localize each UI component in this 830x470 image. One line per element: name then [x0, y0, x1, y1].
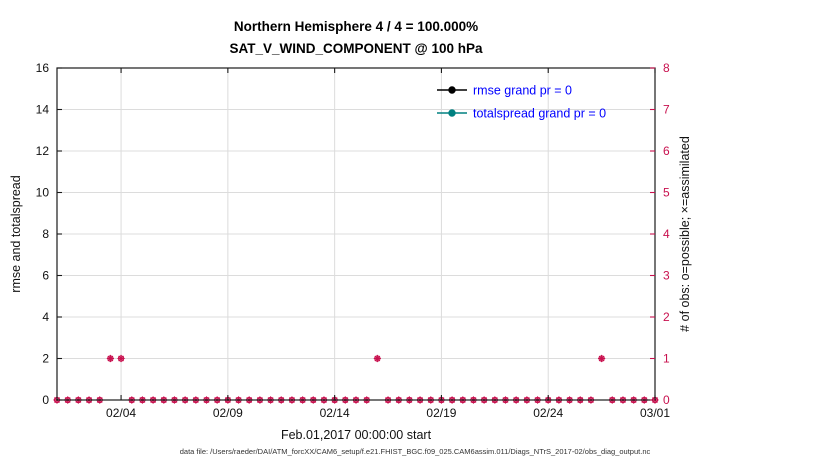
svg-text:8: 8 — [663, 61, 670, 75]
svg-text:14: 14 — [36, 103, 50, 117]
svg-text:6: 6 — [42, 269, 49, 283]
svg-text:totalspread grand pr = 0: totalspread grand pr = 0 — [473, 107, 606, 121]
svg-text:12: 12 — [36, 144, 50, 158]
svg-text:0: 0 — [42, 393, 49, 407]
x-axis-label: Feb.01,2017 00:00:00 start — [281, 428, 432, 442]
svg-text:02/24: 02/24 — [533, 406, 563, 420]
svg-text:8: 8 — [42, 227, 49, 241]
left-y-axis-label: rmse and totalspread — [9, 175, 23, 292]
svg-text:02/19: 02/19 — [426, 406, 456, 420]
svg-text:1: 1 — [663, 352, 670, 366]
svg-text:2: 2 — [42, 352, 49, 366]
svg-text:4: 4 — [663, 227, 670, 241]
svg-text:16: 16 — [36, 61, 50, 75]
data-markers — [53, 354, 659, 404]
svg-text:02/14: 02/14 — [320, 406, 350, 420]
svg-text:5: 5 — [663, 186, 670, 200]
axis-labels: Feb.01,2017 00:00:00 start rmse and total… — [9, 136, 692, 442]
grid-lines — [57, 68, 656, 400]
svg-text:2: 2 — [663, 310, 670, 324]
svg-text:6: 6 — [663, 144, 670, 158]
svg-text:4: 4 — [42, 310, 49, 324]
data-file-caption: data file: /Users/raeder/DAI/ATM_forcXX/… — [179, 447, 651, 456]
svg-text:7: 7 — [663, 103, 670, 117]
svg-text:0: 0 — [663, 393, 670, 407]
chart-subtitle: SAT_V_WIND_COMPONENT @ 100 hPa — [229, 41, 483, 56]
chart-title: Northern Hemisphere 4 / 4 = 100.000% — [233, 19, 479, 34]
right-y-axis-label: # of obs: o=possible; ×=assimilated — [678, 136, 692, 332]
svg-text:rmse grand pr = 0: rmse grand pr = 0 — [473, 84, 572, 98]
tick-marks — [57, 67, 656, 401]
svg-text:10: 10 — [36, 186, 50, 200]
svg-text:03/01: 03/01 — [640, 406, 670, 420]
svg-text:02/04: 02/04 — [106, 406, 136, 420]
svg-text:3: 3 — [663, 269, 670, 283]
chart-legend: rmse grand pr = 0 totalspread grand pr = … — [437, 84, 606, 121]
svg-text:02/09: 02/09 — [213, 406, 243, 420]
